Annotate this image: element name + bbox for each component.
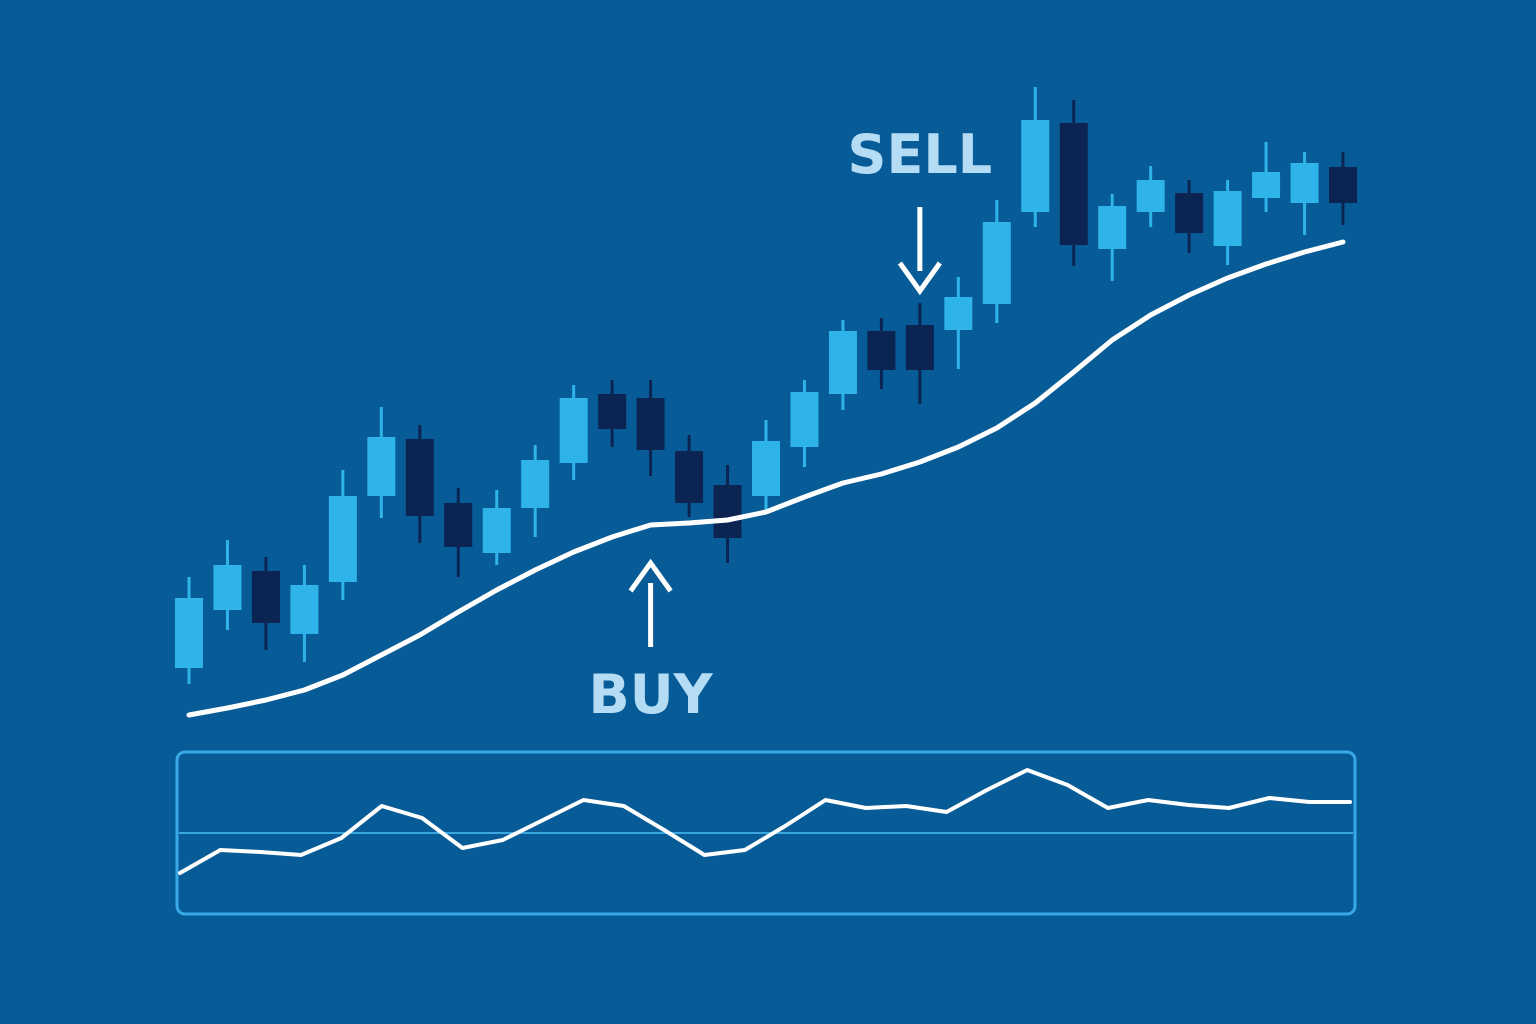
candle-body [1329,167,1357,203]
candle-body [328,496,357,582]
annotation: SELL [848,123,993,186]
candle-body [1098,206,1127,249]
candle-body [290,585,319,634]
arrow-head [628,558,673,593]
candle-body [944,297,973,330]
candle-body [675,451,704,503]
candle-body [752,441,780,496]
candle-body [1136,180,1165,212]
candle-body [521,460,550,508]
annotation: BUY [589,663,714,726]
candle-body [1290,163,1319,203]
candle-body [905,325,934,370]
candle-body [790,392,819,447]
candle-body [1175,193,1204,233]
candle-body [828,331,857,394]
candle-body [175,598,203,668]
candle-body [713,485,742,538]
candle-body [636,398,665,450]
candle-body [444,503,473,547]
candle-body [1213,191,1242,246]
candle-body [251,571,280,623]
candle-body [559,398,588,463]
candle-body [867,331,896,370]
moving-average [186,239,1346,718]
candle-body [598,394,627,429]
candle-body [982,222,1011,304]
arrow-head [897,261,942,296]
candle-body [1252,172,1281,198]
candle-body [213,565,242,610]
candle-body [405,439,434,516]
indicator-panel [175,750,1357,916]
candle-body [1059,123,1088,245]
indicator-line [178,768,1352,875]
candle-body [482,508,511,553]
candle-body [1021,120,1050,212]
candle-body [367,437,396,496]
